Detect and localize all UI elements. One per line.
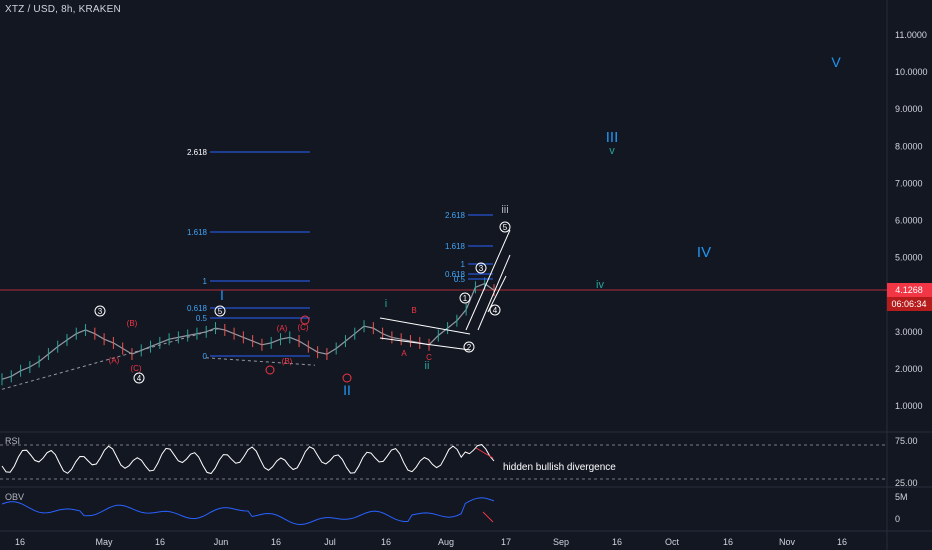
wave-circle [475, 262, 487, 274]
y-tick-label: 2.0000 [895, 364, 923, 374]
countdown-value: 06:06:34 [891, 299, 926, 309]
wave-label-corrective: (A) [277, 324, 288, 333]
price-line [1, 282, 495, 380]
fib-level-label: 1.618 [445, 242, 466, 251]
impulse-channel-line [487, 275, 507, 313]
y-tick-label: 6.0000 [895, 216, 923, 226]
y-tick-label: 3.0000 [895, 327, 923, 337]
wave-label-primary: V [831, 54, 841, 70]
last-price-value: 4.1268 [895, 285, 923, 295]
wave-circle [463, 341, 475, 353]
wave-label-corrective: A [401, 349, 407, 358]
fib-level-label: 2.618 [445, 211, 466, 220]
fib-level-label: 0 [203, 352, 208, 361]
wave-circle-red [342, 373, 352, 383]
chart-title: XTZ / USD, 8h, KRAKEN [5, 4, 121, 15]
obv-divergence-line [482, 511, 494, 523]
obv-tick: 5M [895, 492, 908, 502]
x-tick-label: Nov [779, 537, 796, 547]
x-tick-label: 16 [723, 537, 733, 547]
rsi-tick: 75.00 [895, 436, 918, 446]
wave-label-minor: i [385, 298, 387, 310]
divergence-annotation: hidden bullish divergence [503, 462, 616, 473]
fib-level-label: 1 [203, 277, 208, 286]
y-tick-label: 1.0000 [895, 401, 923, 411]
x-tick-label: 16 [612, 537, 622, 547]
wave-label-circled: 4 [137, 374, 142, 383]
x-tick-label: 16 [837, 537, 847, 547]
fib-level-label: 1.618 [187, 228, 208, 237]
wave-circle [489, 304, 501, 316]
wave-label-circled: 4 [493, 306, 498, 315]
wave-label-corrective: (B) [282, 357, 293, 366]
impulse-channel-line [465, 229, 511, 331]
y-tick-label: 9.0000 [895, 104, 923, 114]
wave-label-circled: 2 [467, 343, 472, 352]
x-tick-label: Aug [438, 537, 454, 547]
wave-circle-red [265, 365, 275, 375]
y-tick-label: 8.0000 [895, 141, 923, 151]
x-tick-label: 16 [15, 537, 25, 547]
wave-label-minor: iv [596, 279, 604, 291]
wave-label-corrective: B [411, 306, 416, 315]
wave-label-primary: I [220, 287, 224, 303]
wave-label-primary: III [606, 129, 619, 146]
wave-circle-red [300, 315, 310, 325]
fib-level-label: 0.5 [196, 314, 208, 323]
x-tick-label: 16 [381, 537, 391, 547]
rsi-tick: 25.00 [895, 478, 918, 488]
x-tick-label: Oct [665, 537, 680, 547]
x-tick-label: May [95, 537, 113, 547]
wave-label-circled: 5 [218, 307, 223, 316]
fib-level-label: 0.618 [187, 304, 208, 313]
fib-level-label: 2.618 [187, 148, 208, 157]
trend-line [205, 357, 316, 366]
trend-line [1, 327, 221, 390]
wave-label-corrective: (B) [127, 319, 138, 328]
y-tick-label: 11.0000 [895, 30, 927, 40]
x-tick-label: Sep [553, 537, 569, 547]
wave-label-corrective: (A) [109, 356, 120, 365]
wave-label-primary: IV [697, 244, 711, 261]
wave-label-corrective: (C) [297, 323, 308, 332]
x-tick-label: 16 [271, 537, 281, 547]
fib-level-label: 0.5 [454, 275, 466, 284]
rsi-line [1, 444, 495, 475]
wave-circle [459, 292, 471, 304]
last-price-badge [887, 282, 932, 297]
obv-label: OBV [5, 492, 24, 502]
wave-label-circled: 3 [98, 307, 103, 316]
fib-level-label: 0.618 [445, 270, 466, 279]
channel-line [379, 337, 471, 351]
wave-label-corrective: C [426, 353, 432, 362]
wave-label-minor: ii [425, 360, 430, 372]
wave-label-minor: iii [501, 204, 508, 216]
wave-label-circled: 3 [479, 264, 484, 273]
wave-circle [499, 221, 511, 233]
fib-level-label: 1 [461, 260, 466, 269]
countdown-badge [887, 296, 932, 311]
divergence-line [475, 447, 494, 459]
wave-label-circled: 5 [503, 223, 508, 232]
y-tick-label: 7.0000 [895, 178, 923, 188]
wave-circle [133, 372, 145, 384]
wave-label-circled: 1 [463, 294, 468, 303]
x-tick-label: 16 [155, 537, 165, 547]
x-tick-label: Jul [324, 537, 336, 547]
channel-line [379, 317, 471, 335]
obv-line [1, 497, 495, 526]
wave-label-primary: II [343, 382, 351, 398]
y-tick-label: 5.0000 [895, 253, 923, 263]
wave-circle [94, 305, 106, 317]
x-tick-label: 17 [501, 537, 511, 547]
y-tick-label: 10.0000 [895, 67, 928, 77]
x-tick-label: Jun [214, 537, 229, 547]
impulse-channel-line [477, 254, 511, 331]
rsi-label: RSI [5, 436, 20, 446]
wave-circle [214, 305, 226, 317]
wave-label-minor: v [609, 145, 615, 157]
obv-tick: 0 [895, 514, 900, 524]
wave-label-corrective: (C) [130, 364, 141, 373]
